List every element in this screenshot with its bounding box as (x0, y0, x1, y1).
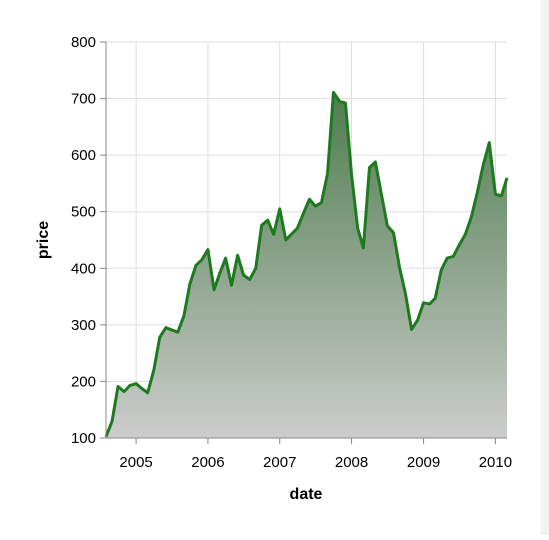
x-tick-label: 2009 (407, 454, 440, 471)
y-tick-label: 200 (71, 373, 96, 390)
y-tick-label: 600 (71, 147, 96, 164)
y-tick-label: 100 (71, 430, 96, 447)
y-tick-label: 300 (71, 317, 96, 334)
area-layer (104, 90, 509, 438)
price-area (106, 92, 507, 438)
y-tick-label: 400 (71, 260, 96, 277)
x-tick-label: 2006 (191, 454, 224, 471)
x-axis-title: date (290, 486, 323, 503)
tick-labels: 100 200 300 400 500 600 700 800 2005 2006 2007 2008… (71, 34, 512, 471)
price-line (104, 90, 509, 438)
x-tick-label: 2010 (479, 454, 512, 471)
x-tick-label: 2007 (263, 454, 296, 471)
window-edge (541, 0, 549, 535)
y-axis-title: price (35, 221, 52, 259)
y-tick-label: 800 (71, 34, 96, 51)
y-tick-label: 500 (71, 204, 96, 221)
x-tick-label: 2008 (335, 454, 368, 471)
axes (100, 41, 507, 444)
y-tick-label: 700 (71, 91, 96, 108)
x-tick-label: 2005 (119, 454, 152, 471)
